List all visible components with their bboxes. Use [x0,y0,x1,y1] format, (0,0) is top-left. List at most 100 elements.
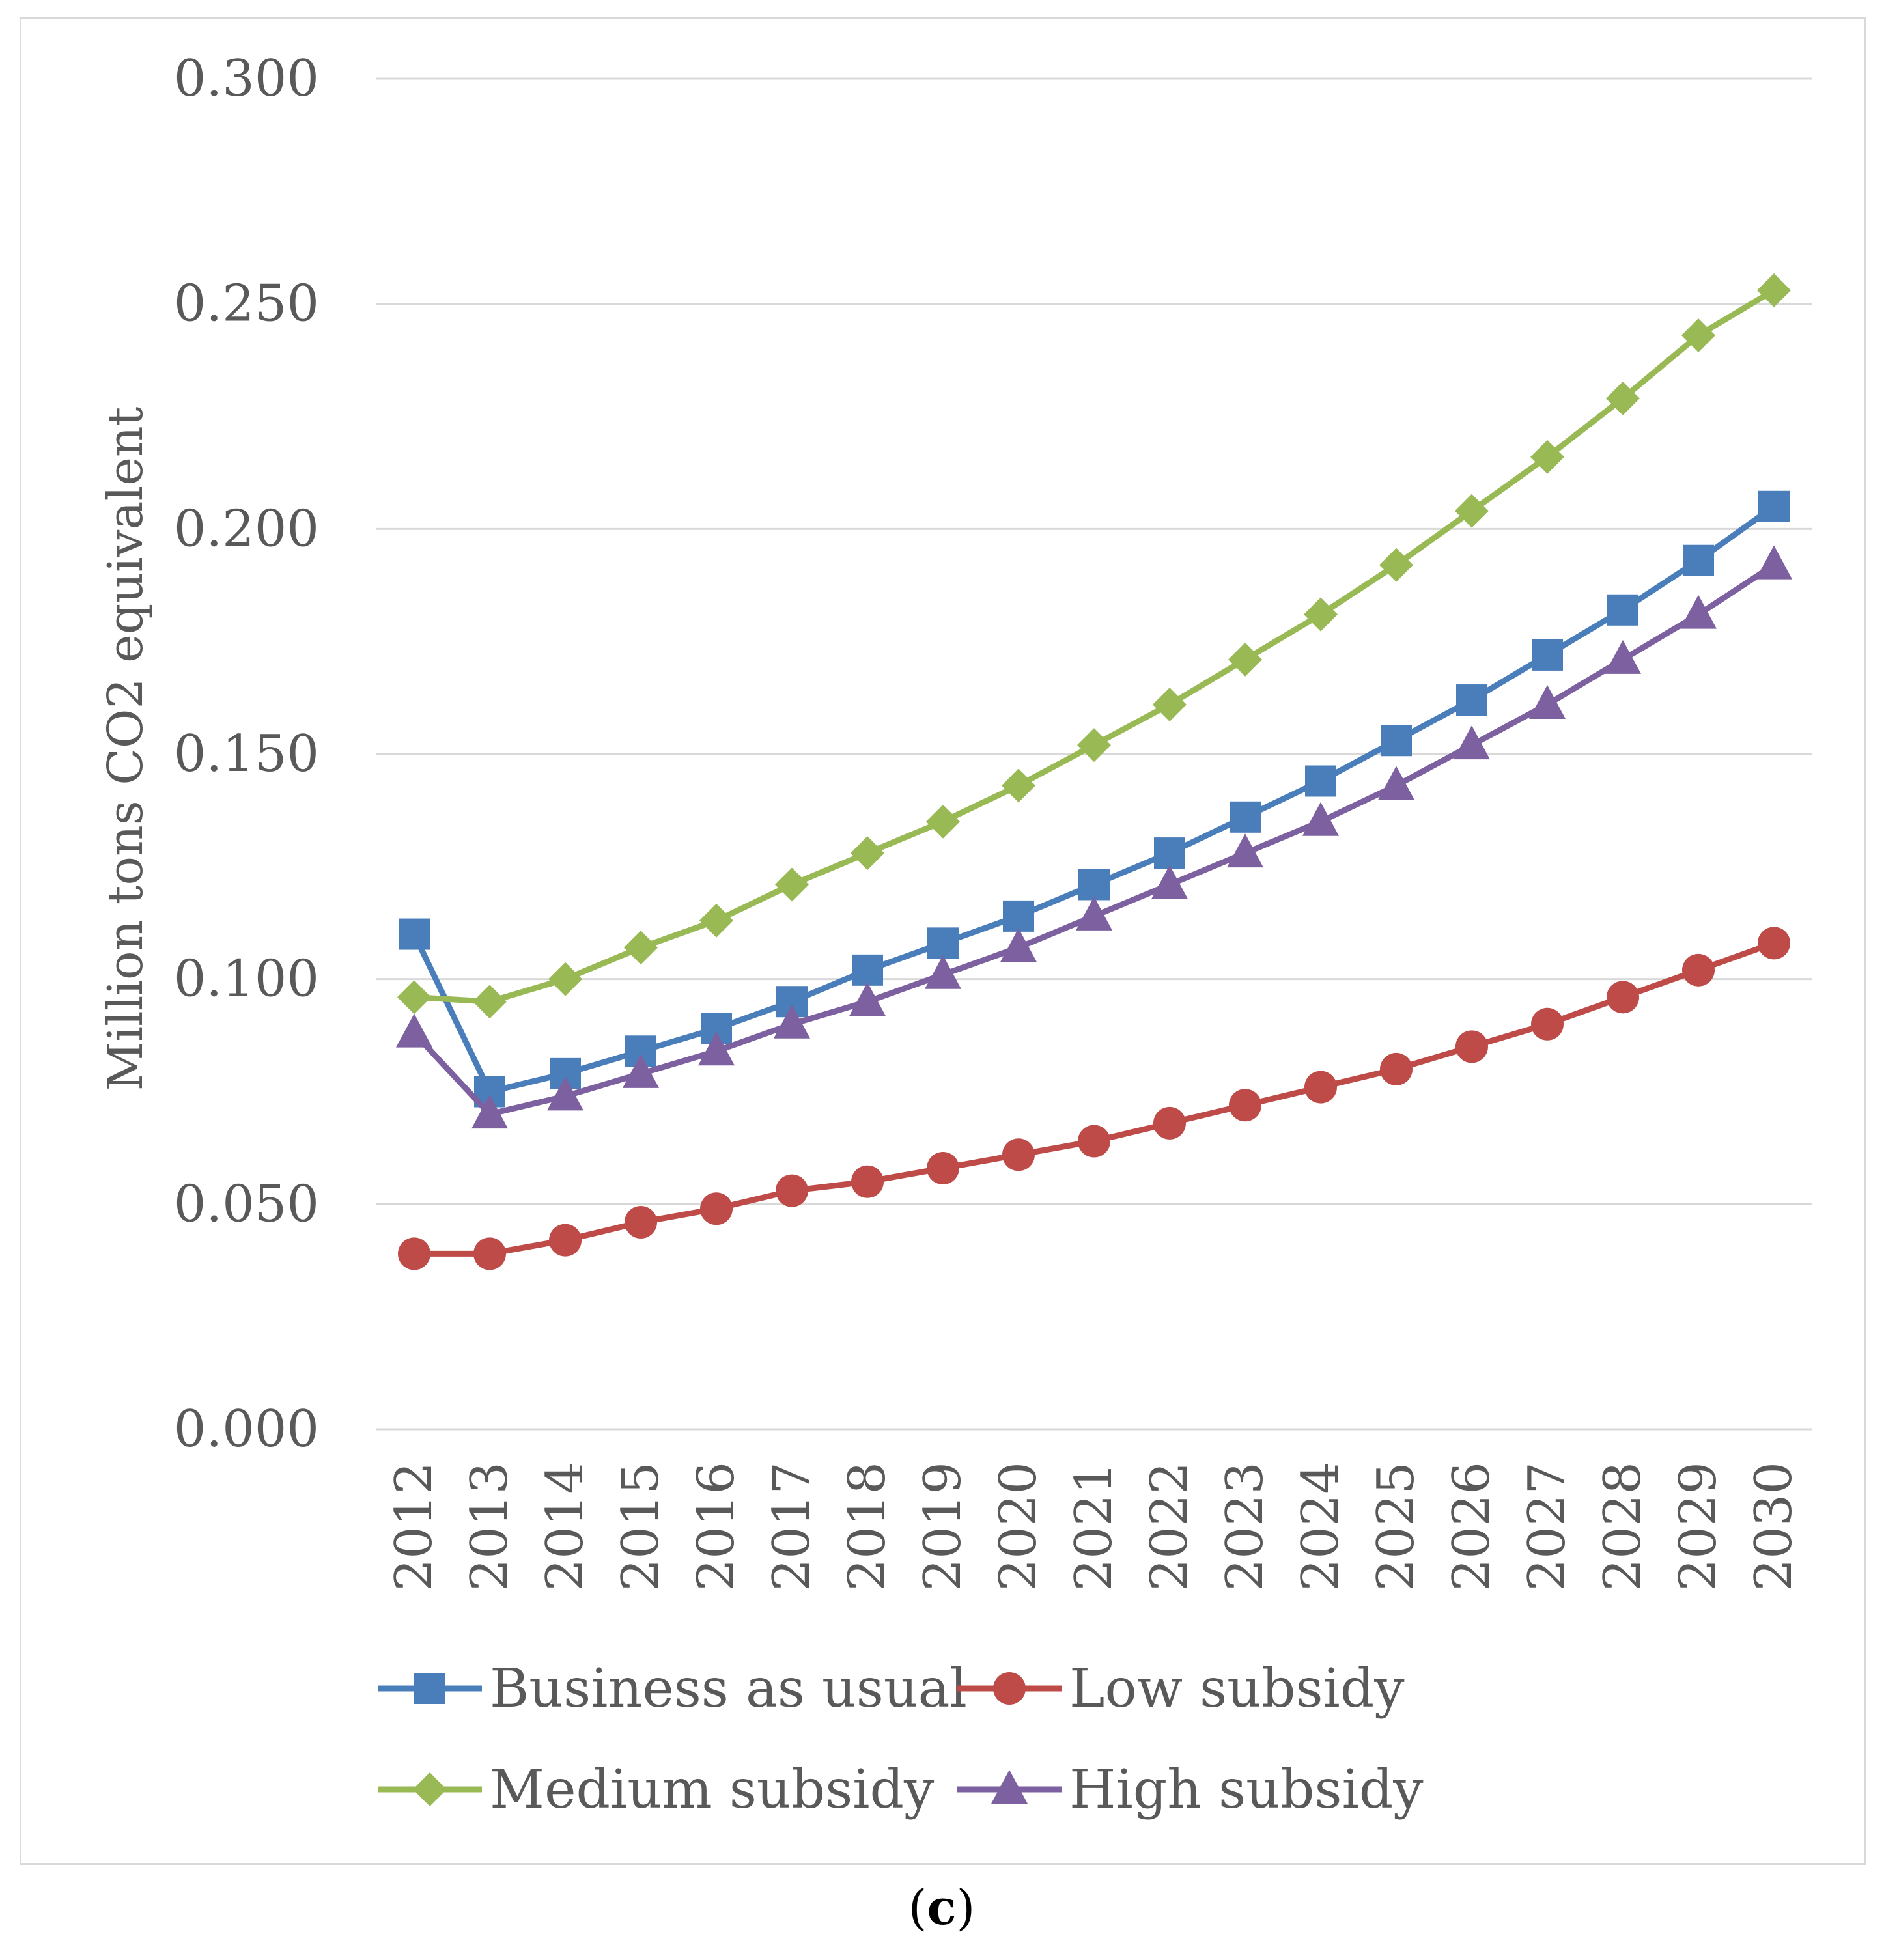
x-tick-label: 2028 [1594,1462,1652,1591]
x-tick-label: 2016 [687,1462,746,1591]
data-point-high-subsidy [1529,684,1566,719]
y-axis-ticks: 0.000 0.050 0.100 0.150 0.200 0.250 0.300 [174,49,319,1459]
data-point-medium-subsidy [1606,381,1640,415]
x-tick-label: 2019 [914,1462,972,1591]
data-point-business-as-usual [399,918,430,950]
data-point-medium-subsidy [775,867,809,902]
legend-label-medium-subsidy: Medium subsidy [490,1759,935,1821]
data-point-business-as-usual [1078,869,1110,901]
data-point-low-subsidy [851,1165,884,1198]
data-point-low-subsidy [1758,927,1790,960]
y-tick-label: 0.100 [174,950,319,1009]
data-point-low-subsidy [398,1237,430,1270]
data-point-business-as-usual [1683,544,1714,576]
x-tick-label: 2029 [1669,1462,1728,1591]
x-tick-label: 2022 [1140,1462,1199,1591]
series-low-subsidy [398,927,1790,1270]
data-point-business-as-usual [1305,765,1336,797]
data-point-high-subsidy [547,1076,583,1111]
figure-caption: (c) [908,1880,976,1936]
data-point-business-as-usual [1607,594,1638,626]
data-point-high-subsidy [1302,802,1339,836]
data-point-medium-subsidy [1304,597,1338,632]
y-tick-label: 0.050 [174,1175,319,1233]
x-tick-label: 2013 [460,1462,519,1591]
caption-open-paren: ( [908,1880,927,1936]
caption-letter: c [927,1880,956,1936]
series-line-high-subsidy [412,562,1776,1117]
data-point-low-subsidy [1682,953,1715,987]
data-point-low-subsidy [927,1152,959,1185]
data-point-medium-subsidy [926,804,960,839]
series-line-low-subsidy [414,940,1775,1257]
series-medium-subsidy [397,273,1791,1019]
data-point-high-subsidy [623,1054,659,1088]
data-point-low-subsidy [1078,1125,1110,1158]
data-point-business-as-usual [1003,900,1034,932]
data-point-low-subsidy [1455,1030,1488,1063]
data-point-high-subsidy [1756,545,1792,580]
data-point-low-subsidy [1304,1071,1337,1104]
data-point-high-subsidy [396,1013,432,1048]
data-point-medium-subsidy [473,985,507,1019]
series-high-subsidy [396,545,1792,1129]
data-point-business-as-usual [1230,801,1261,833]
data-point-medium-subsidy [1077,728,1111,763]
data-point-high-subsidy [698,1031,735,1066]
legend-marker-medium-subsidy [413,1772,447,1806]
x-tick-label: 2015 [612,1462,670,1591]
data-point-medium-subsidy [548,962,582,996]
x-axis-ticks: 2012 2013 2014 2015 2016 2017 2018 2019 2020 2021… [385,1462,1803,1591]
data-point-low-subsidy [1607,981,1639,1014]
series-business-as-usual [399,490,1790,1108]
legend-marker-business-as-usual [414,1673,445,1704]
series-line-business-as-usual [411,504,1776,1095]
y-axis-title: Million tons CO2 equivalent [98,406,154,1091]
legend: Business as usual Low subsidy Medium subsi… [378,1658,1424,1821]
y-tick-label: 0.150 [174,725,319,783]
data-point-low-subsidy [1229,1089,1261,1122]
data-point-business-as-usual [1758,490,1790,522]
data-point-low-subsidy [1531,1007,1564,1041]
data-point-medium-subsidy [1757,273,1791,307]
legend-marker-low-subsidy [993,1672,1026,1705]
data-point-medium-subsidy [397,980,431,1015]
data-point-medium-subsidy [851,836,884,871]
data-point-low-subsidy [776,1174,808,1207]
data-point-medium-subsidy [1455,494,1489,528]
data-point-business-as-usual [927,927,959,959]
data-point-high-subsidy [471,1095,508,1129]
data-point-high-subsidy [925,955,961,989]
y-tick-label: 0.300 [174,49,319,108]
x-tick-label: 2030 [1745,1462,1803,1591]
y-tick-label: 0.200 [174,499,319,558]
x-tick-label: 2017 [763,1462,821,1591]
data-point-low-subsidy [473,1237,506,1270]
legend-label-business-as-usual: Business as usual [490,1658,967,1720]
data-point-medium-subsidy [699,903,733,938]
data-point-high-subsidy [1680,595,1717,629]
y-tick-label: 0.000 [174,1400,319,1459]
data-point-medium-subsidy [1530,440,1564,474]
data-point-high-subsidy [774,1004,810,1039]
data-point-medium-subsidy [624,931,658,965]
legend-label-high-subsidy: High subsidy [1069,1759,1424,1821]
data-point-medium-subsidy [1002,768,1035,803]
data-point-high-subsidy [1151,865,1188,899]
x-tick-label: 2026 [1442,1462,1501,1591]
legend-item-medium-subsidy: Medium subsidy [378,1759,935,1821]
data-point-low-subsidy [625,1205,657,1239]
legend-item-business-as-usual: Business as usual [378,1658,967,1720]
x-tick-label: 2012 [385,1462,443,1591]
data-point-high-subsidy [1000,928,1037,962]
data-point-high-subsidy [1378,766,1414,800]
data-point-low-subsidy [1380,1052,1413,1085]
data-point-medium-subsidy [1153,687,1187,721]
data-point-low-subsidy [1153,1106,1186,1140]
y-tick-label: 0.250 [174,275,319,333]
x-tick-label: 2021 [1065,1462,1123,1591]
data-point-medium-subsidy [1379,548,1413,582]
data-point-medium-subsidy [1681,318,1715,353]
data-point-business-as-usual [1154,837,1185,869]
data-point-high-subsidy [1454,725,1490,760]
